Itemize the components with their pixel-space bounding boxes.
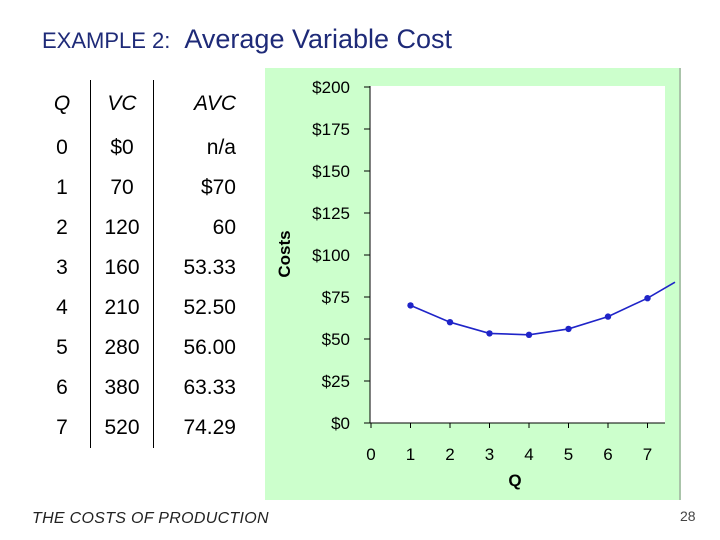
y-tick-label: $175 bbox=[312, 120, 350, 139]
table-row: 1 70 $70 bbox=[34, 168, 240, 208]
header-avc: AVC bbox=[193, 92, 236, 115]
cell-q: 5 bbox=[34, 328, 91, 368]
slide-title-main: Average Variable Cost bbox=[184, 24, 453, 54]
avc-data-point bbox=[446, 319, 454, 326]
y-tick-label: $100 bbox=[312, 246, 350, 265]
cell-vc: $0 bbox=[90, 128, 154, 168]
plot-area bbox=[370, 86, 665, 423]
cell-q: 0 bbox=[34, 128, 91, 168]
x-tick-label: 7 bbox=[643, 445, 652, 464]
avc-series-line bbox=[410, 281, 676, 336]
cell-q: 6 bbox=[34, 368, 91, 408]
table-row: 7 520 74.29 bbox=[34, 408, 240, 448]
page-number: 28 bbox=[680, 508, 696, 524]
cell-avc: n/a bbox=[206, 136, 236, 159]
y-tick-label: $150 bbox=[312, 162, 350, 181]
cell-avc: 52.50 bbox=[183, 296, 236, 319]
cell-q: 7 bbox=[34, 408, 91, 448]
table-header-row: Q VC AVC bbox=[34, 80, 240, 128]
cell-q: 2 bbox=[34, 208, 91, 248]
cell-vc: 160 bbox=[90, 248, 154, 288]
x-tick-label: 4 bbox=[524, 445, 533, 464]
x-tick-label: 2 bbox=[445, 445, 454, 464]
y-tick-label: $50 bbox=[322, 330, 350, 349]
cell-avc: 53.33 bbox=[183, 256, 236, 279]
table-row: 2 120 60 bbox=[34, 208, 240, 248]
x-tick-label: 5 bbox=[564, 445, 573, 464]
x-tick-label: 0 bbox=[366, 445, 375, 464]
avc-data-point bbox=[486, 330, 493, 337]
y-tick-label: $25 bbox=[322, 372, 350, 391]
y-tick-label: $75 bbox=[322, 288, 350, 307]
avc-chart: $0 $25 $50 $75 $100 $125 $150 $175 $200 0 1 2 3 4 5 6 7 Q… bbox=[275, 68, 681, 500]
avc-data-point bbox=[525, 331, 533, 338]
y-tick-label: $200 bbox=[312, 78, 350, 97]
cell-avc: 74.29 bbox=[183, 416, 236, 439]
x-tick-label: 6 bbox=[603, 445, 612, 464]
cell-vc: 380 bbox=[90, 368, 154, 408]
table-row: 3 160 53.33 bbox=[34, 248, 240, 288]
table-row: 4 210 52.50 bbox=[34, 288, 240, 328]
footer-text: THE COSTS OF PRODUCTION bbox=[32, 510, 269, 527]
x-tick-label: 3 bbox=[485, 445, 494, 464]
cell-q: 4 bbox=[34, 288, 91, 328]
y-tick-label: $125 bbox=[312, 204, 350, 223]
cell-vc: 210 bbox=[90, 288, 154, 328]
x-axis-title: Q bbox=[508, 471, 521, 490]
chart-panel: $0 $25 $50 $75 $100 $125 $150 $175 $200 0 1 2 3 4 5 6 7 Q… bbox=[265, 68, 681, 500]
avc-data-point bbox=[644, 294, 651, 302]
avc-data-point bbox=[604, 313, 612, 320]
cell-vc: 70 bbox=[90, 168, 154, 208]
cell-q: 3 bbox=[34, 248, 91, 288]
y-axis-title: Costs bbox=[275, 230, 294, 277]
cell-vc: 120 bbox=[90, 208, 154, 248]
table-row: 6 380 63.33 bbox=[34, 368, 240, 408]
table-row: 0 $0 n/a bbox=[34, 128, 240, 168]
cell-avc: $70 bbox=[200, 176, 236, 199]
y-tick-label: $0 bbox=[331, 414, 350, 433]
cell-avc: 56.00 bbox=[183, 336, 236, 359]
cost-table: Q VC AVC 0 $0 n/a 1 70 $70 2 120 60 3 16… bbox=[34, 80, 240, 448]
avc-data-point bbox=[407, 302, 414, 309]
x-tick-label: 1 bbox=[406, 445, 415, 464]
slide-title-prefix: EXAMPLE 2: bbox=[42, 28, 171, 53]
cell-q: 1 bbox=[34, 168, 91, 208]
slide-title: EXAMPLE 2: Average Variable Cost bbox=[42, 24, 452, 55]
table-row: 5 280 56.00 bbox=[34, 328, 240, 368]
cell-vc: 280 bbox=[90, 328, 154, 368]
header-vc: VC bbox=[90, 80, 154, 128]
header-q: Q bbox=[34, 80, 91, 128]
avc-data-point bbox=[565, 325, 572, 333]
cell-avc: 63.33 bbox=[183, 376, 236, 399]
cell-vc: 520 bbox=[90, 408, 154, 448]
cell-avc: 60 bbox=[212, 216, 236, 239]
